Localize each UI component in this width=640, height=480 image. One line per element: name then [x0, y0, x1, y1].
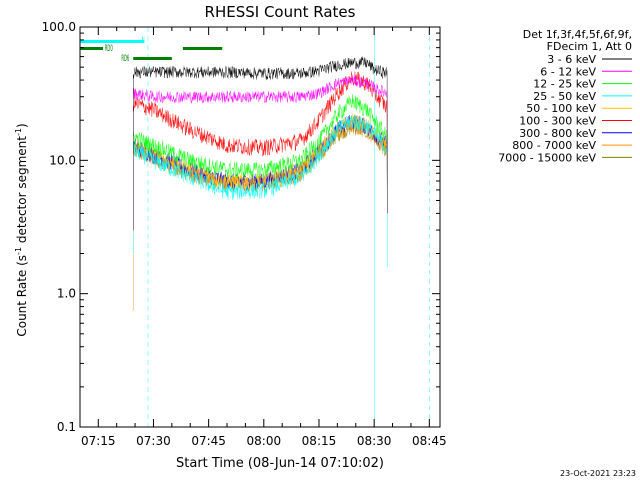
legend-label-8: 7000 - 15000 keV [498, 151, 596, 164]
chart-title: RHESSI Count Rates [205, 3, 356, 21]
y-tick-label-1: 10.0 [49, 153, 76, 167]
y-axis-label-tail: detector segment [15, 136, 29, 247]
series-line-0 [133, 55, 388, 231]
saa-bar-segment-0 [80, 40, 145, 43]
x-tick-label-0: 07:15 [81, 434, 116, 448]
series-line-3 [133, 114, 388, 267]
series-line-1 [133, 75, 388, 231]
night-bar-segment-1 [182, 47, 223, 50]
night-bar-label: RD0 [105, 43, 113, 53]
x-tick-label-1: 07:30 [136, 434, 171, 448]
x-axis: 07:15 07:30 07:45 08:00 08:15 08:30 08:45 [81, 27, 447, 448]
plot-clip-group: N RD0 RD6 [80, 27, 430, 427]
timestamp: 23-Oct-2021 23:23 [560, 469, 636, 478]
decim-bar-label: RD6 [121, 53, 129, 63]
legend: Det 1f,3f,4f,5f,6f,9f, FDecim 1, Att 0 3… [498, 28, 632, 164]
series-line-2 [133, 94, 388, 231]
x-tick-label-4: 08:15 [302, 434, 337, 448]
y-axis-label-main: Count Rate (s [15, 255, 29, 337]
x-tick-label-6: 08:45 [412, 434, 447, 448]
series-line-7 [133, 118, 388, 311]
y-tick-label-0: 100.0 [42, 20, 76, 34]
legend-label-0: 3 - 6 keV [547, 53, 596, 66]
series-layer [133, 55, 388, 311]
x-tick-label-3: 08:00 [247, 434, 282, 448]
y-tick-label-3: 0.1 [57, 420, 76, 434]
legend-label-6: 300 - 800 keV [519, 127, 596, 140]
legend-label-5: 100 - 300 keV [519, 115, 596, 128]
y-axis-label-close: ) [15, 123, 29, 128]
y-axis-label-sup: -1 [14, 247, 23, 255]
x-axis-label: Start Time (08-Jun-14 07:10:02) [176, 456, 384, 471]
night-bar-segment-0 [80, 47, 104, 50]
x-tick-label-5: 08:30 [357, 434, 392, 448]
y-axis-label: Count Rate (s-1 detector segment-1) [14, 123, 29, 336]
legend-label-7: 800 - 7000 keV [512, 139, 596, 152]
series-line-5 [133, 70, 388, 231]
legend-header-line2: FDecim 1, Att 0 [547, 40, 632, 53]
saa-bar-label: N [142, 35, 145, 45]
legend-label-3: 25 - 50 keV [533, 90, 596, 103]
legend-label-2: 12 - 25 keV [533, 78, 596, 91]
legend-header-line1: Det 1f,3f,4f,5f,6f,9f, [523, 28, 632, 41]
y-axis: 100.0 10.0 1.0 0.1 [42, 20, 440, 434]
legend-label-1: 6 - 12 keV [540, 65, 596, 78]
annotation-layer: N RD0 RD6 [80, 27, 430, 427]
x-tick-label-2: 07:45 [191, 434, 226, 448]
plot-frame [79, 26, 441, 428]
legend-label-4: 50 - 100 keV [526, 102, 596, 115]
decim-bar-segment-0 [133, 57, 172, 60]
series-line-8 [133, 118, 388, 231]
y-axis-label-sup2: -1 [14, 128, 23, 136]
y-tick-label-2: 1.0 [57, 287, 76, 301]
